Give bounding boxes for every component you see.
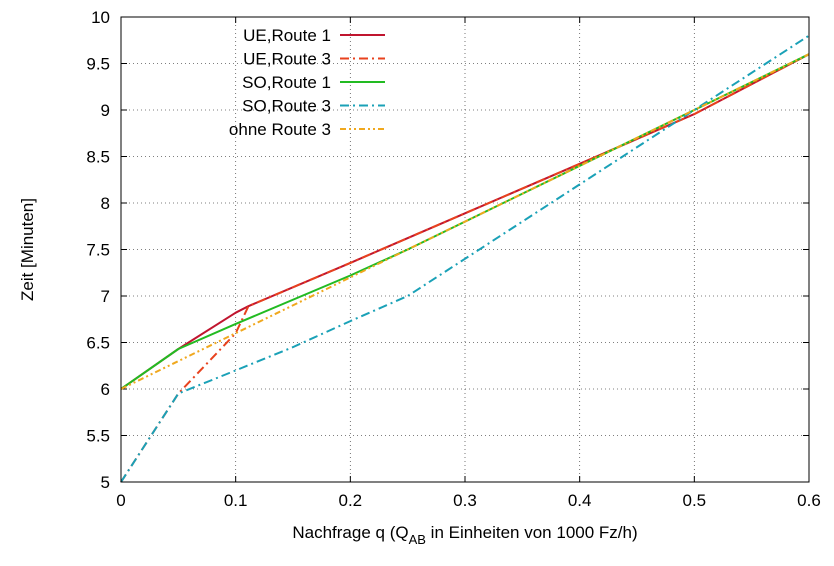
series-lines (120, 34, 810, 483)
legend-label-1: UE,Route 1 (243, 26, 331, 45)
y-tick-label: 5.5 (86, 427, 110, 446)
y-tick-label: 7 (101, 287, 110, 306)
x-tick-label: 0.3 (453, 491, 477, 510)
series-line-2 (120, 53, 810, 483)
x-tick-label: 0.4 (568, 491, 592, 510)
legend-label-5: ohne Route 3 (229, 120, 331, 139)
y-tick-label: 7.5 (86, 241, 110, 260)
series-line-5 (120, 53, 810, 390)
y-tick-label: 6.5 (86, 334, 110, 353)
y-axis-label: Zeit [Minuten] (18, 198, 37, 301)
x-axis-label-suffix: in Einheiten von 1000 Fz/h) (426, 523, 638, 542)
x-axis-label-prefix: Nachfrage q (Q (292, 523, 408, 542)
series-line-4 (120, 34, 810, 483)
x-tick-label: 0 (116, 491, 125, 510)
x-axis-label: Nachfrage q (QAB in Einheiten von 1000 F… (292, 523, 637, 547)
legend-label-4: SO,Route 3 (242, 97, 331, 116)
legend-label-2: UE,Route 3 (243, 50, 331, 69)
legend-label-3: SO,Route 1 (242, 73, 331, 92)
axis-ticks: 0 0.1 0.2 0.3 0.4 0.5 0.6 5 5.5 6 6.5 7 7.5 8 8.5 9 9.5 1… (86, 8, 820, 510)
x-tick-label: 0.6 (797, 491, 821, 510)
x-tick-label: 0.5 (683, 491, 707, 510)
y-tick-label: 8.5 (86, 148, 110, 167)
y-tick-label: 9.5 (86, 55, 110, 74)
y-tick-label: 9 (101, 101, 110, 120)
grid-lines (121, 17, 809, 482)
y-tick-label: 10 (91, 8, 110, 27)
x-tick-label: 0.1 (224, 491, 248, 510)
plot-frame (120, 16, 810, 483)
legend: UE,Route 1 UE,Route 3 SO,Route 1 SO,Route 3… (229, 26, 385, 139)
x-axis-label-subscript: AB (409, 532, 426, 547)
x-tick-label: 0.2 (339, 491, 363, 510)
y-tick-label: 6 (101, 380, 110, 399)
y-tick-label: 8 (101, 194, 110, 213)
y-tick-label: 5 (101, 473, 110, 492)
